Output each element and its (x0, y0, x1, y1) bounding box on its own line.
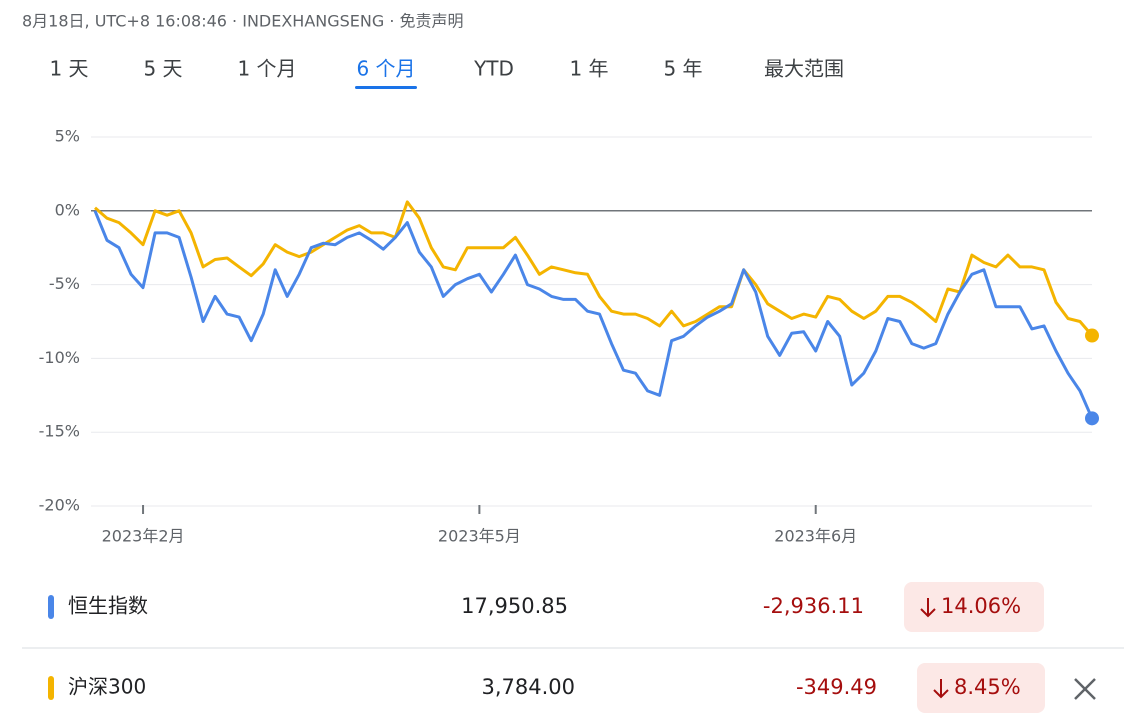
x-tick-label: 2023年6月 (774, 527, 857, 546)
y-tick-label: 5% (55, 127, 80, 146)
tab-underline (355, 86, 417, 89)
tab[interactable]: 5 年 (663, 57, 702, 81)
tab[interactable]: 1 天 (49, 57, 88, 81)
y-tick-label: -5% (49, 274, 80, 293)
header: 8月18日, UTC+8 16:08:46 · INDEXHANGSENG · … (22, 12, 464, 31)
close-button[interactable] (1074, 678, 1096, 700)
y-tick-label: -10% (39, 348, 80, 367)
series-line (93, 210, 1094, 419)
change: -2,936.11 (763, 594, 864, 618)
y-tick-label: 0% (55, 200, 80, 219)
percent: 14.06% (941, 594, 1021, 618)
tab[interactable]: 6 个月 (356, 57, 415, 81)
tab[interactable]: 1 年 (569, 57, 608, 81)
end-dot (1085, 328, 1099, 343)
y-tick-label: -20% (39, 496, 80, 515)
x-tick-label: 2023年5月 (438, 527, 521, 546)
legend-swatch (48, 595, 54, 619)
close-icon[interactable] (1074, 678, 1096, 700)
tab[interactable]: 最大范围 (764, 57, 844, 81)
end-dot (1085, 411, 1099, 426)
price: 17,950.85 (461, 594, 568, 618)
price: 3,784.00 (481, 675, 575, 699)
percent: 8.45% (954, 675, 1021, 699)
y-tick-label: -15% (39, 422, 80, 441)
tab[interactable]: YTD (473, 57, 514, 81)
legend-name: 沪深300 (68, 675, 146, 699)
down-arrow (920, 598, 936, 618)
x-tick-label: 2023年2月 (102, 527, 185, 546)
tab[interactable]: 5 天 (143, 57, 182, 81)
tab[interactable]: 1 个月 (237, 57, 296, 81)
legend-name: 恒生指数 (68, 594, 148, 618)
change: -349.49 (796, 675, 877, 699)
legend-swatch (48, 676, 54, 700)
percent-pill (917, 663, 1045, 713)
down-arrow (933, 679, 949, 699)
series-line (94, 200, 1094, 337)
percent-pill (904, 582, 1044, 632)
